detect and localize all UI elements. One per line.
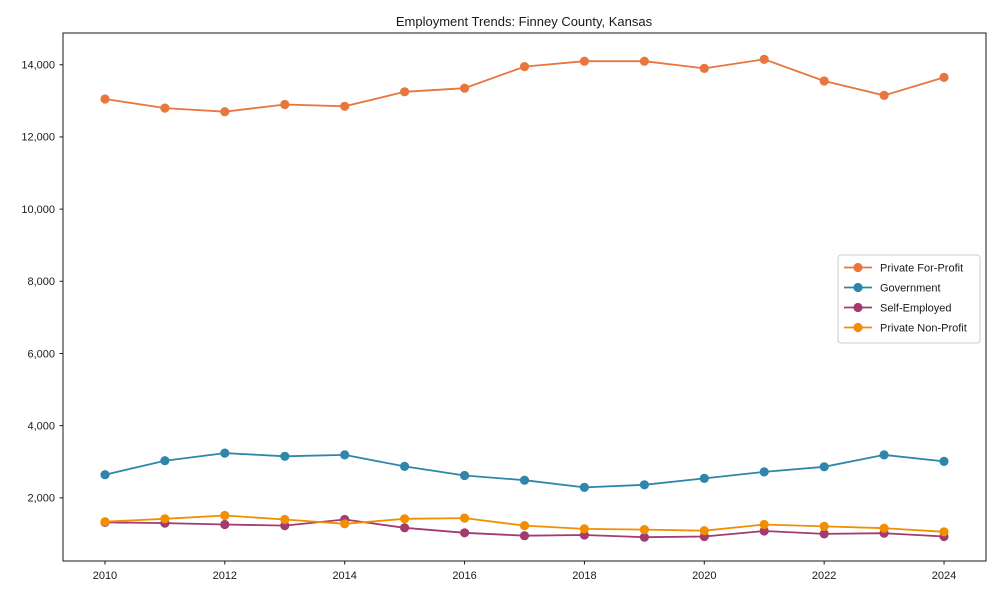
data-point-private-non-profit [819,521,829,532]
legend-label: Private Non-Profit [880,322,967,334]
legend-label: Self-Employed [880,302,952,314]
data-point-private-for-profit [160,103,170,113]
data-point-government [939,456,949,466]
data-point-government [340,450,350,460]
data-point-private-for-profit [100,94,110,104]
y-axis: 2,000 4,000 6,000 8,000 10,000 12,000 14,000 [21,60,63,505]
legend-item-private-non-profit: Private Non-Profit [844,322,967,334]
legend-item-private-for-profit: Private For-Profit [844,262,963,274]
data-point-government [460,470,470,481]
legend-marker-icon [853,282,863,293]
legend-marker-icon [853,262,863,273]
data-point-private-non-profit [280,514,290,525]
y-tick-label: 2,000 [27,493,55,505]
data-point-private-non-profit [460,513,470,523]
data-point-government [579,482,590,492]
x-axis: 2010 2012 2014 2016 2018 2020 2022 2024 [93,561,956,582]
data-point-private-for-profit [519,62,530,72]
data-point-government [639,480,650,490]
series-government [100,448,949,492]
data-point-government [220,448,230,458]
data-point-private-for-profit [460,83,470,93]
series-private-non-profit [100,510,949,537]
data-point-government [699,473,709,483]
data-point-private-for-profit [340,101,350,111]
x-tick-label: 2010 [93,570,117,582]
data-point-private-non-profit [519,521,530,531]
data-point-private-for-profit [759,54,769,64]
y-tick-label: 6,000 [27,348,55,360]
data-point-self-employed [220,519,230,530]
legend-box [837,254,981,344]
y-tick-label: 12,000 [21,132,55,144]
data-point-private-non-profit [939,527,949,537]
data-point-private-for-profit [699,63,709,73]
data-point-government [160,456,170,466]
data-point-private-non-profit [400,514,410,524]
plot-frame [62,32,987,562]
legend-marker-icon [853,302,863,313]
data-point-self-employed [639,532,650,542]
data-point-private-for-profit [939,72,949,82]
data-point-private-for-profit [819,76,829,86]
legend: Private For-Profit Government Self-Employe… [837,254,981,344]
y-tick-label: 4,000 [27,420,55,432]
legend-label: Private For-Profit [880,262,963,274]
data-point-government [519,475,530,485]
x-tick-label: 2012 [213,570,237,582]
data-point-private-non-profit [699,526,709,536]
data-point-private-for-profit [639,56,650,66]
data-point-private-non-profit [879,523,889,533]
series-group [100,54,949,542]
data-point-private-non-profit [639,525,650,535]
legend-item-government: Government [844,282,941,294]
data-point-private-non-profit [340,519,350,529]
data-point-government [819,462,829,472]
x-tick-label: 2022 [812,570,836,582]
data-point-private-for-profit [579,56,590,66]
data-point-private-non-profit [100,517,110,527]
data-point-private-for-profit [400,87,410,97]
data-point-private-non-profit [220,510,230,521]
x-tick-label: 2014 [332,570,356,582]
data-point-private-for-profit [220,107,230,117]
legend-marker-icon [853,322,863,333]
data-point-self-employed [819,529,829,539]
x-tick-label: 2016 [452,570,476,582]
data-point-private-for-profit [879,90,889,100]
data-point-self-employed [460,528,470,538]
data-point-private-for-profit [280,99,290,110]
chart-title: Employment Trends: Finney County, Kansas [396,14,653,29]
data-point-government [400,461,410,471]
data-point-self-employed [519,531,530,541]
data-point-self-employed [759,526,769,536]
data-point-government [879,450,889,460]
data-point-private-non-profit [759,519,769,530]
data-point-government [759,467,769,477]
legend-item-self-employed: Self-Employed [844,302,952,314]
data-point-private-non-profit [579,524,590,534]
legend-label: Government [880,282,941,294]
data-point-self-employed [400,523,410,533]
data-point-government [280,451,290,461]
x-tick-label: 2018 [572,570,596,582]
y-tick-label: 10,000 [21,204,55,216]
x-tick-label: 2024 [932,570,956,582]
y-tick-label: 14,000 [21,60,55,72]
data-point-private-non-profit [160,514,170,524]
x-tick-label: 2020 [692,570,716,582]
series-private-for-profit [100,54,949,117]
y-tick-label: 8,000 [27,276,55,288]
data-point-government [100,470,110,480]
